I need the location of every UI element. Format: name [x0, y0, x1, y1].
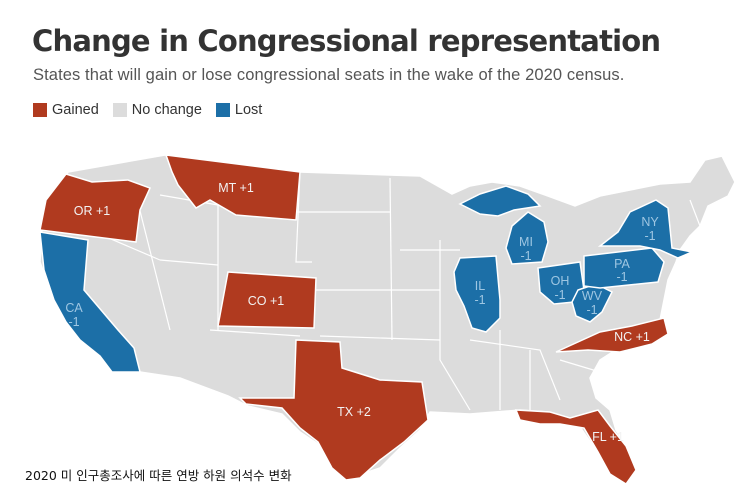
- legend-swatch-no-change: [112, 103, 127, 117]
- state-label-co: CO +1: [248, 294, 285, 308]
- state-shape-or: [39, 173, 152, 243]
- state-label-tx: TX +2: [337, 405, 371, 419]
- state-shape-mt: [164, 154, 301, 221]
- state-change-oh: -1: [554, 288, 565, 302]
- state-label-il: IL: [475, 279, 485, 293]
- legend: Gained No change Lost: [33, 101, 276, 119]
- state-shape-ca: [39, 231, 141, 373]
- legend-item-lost: Lost: [215, 102, 263, 118]
- state-change-mi: -1: [520, 249, 531, 263]
- legend-label-no-change: No change: [131, 102, 202, 118]
- state-label-or: OR +1: [74, 204, 111, 218]
- state-change-il: -1: [474, 293, 485, 307]
- map-title: Change in Congressional representation: [32, 24, 661, 58]
- state-shape-tx: [238, 339, 429, 481]
- state-label-nc: NC +1: [614, 330, 650, 344]
- legend-swatch-lost: [215, 103, 230, 117]
- korean-caption: 2020 미 인구총조사에 따른 연방 하원 의석수 변화: [25, 468, 292, 483]
- state-shape-mi: [505, 211, 549, 265]
- state-label-fl: FL +1: [592, 430, 624, 444]
- state-shape-mi-upper: [458, 185, 542, 217]
- legend-item-no-change: No change: [112, 102, 202, 118]
- state-shape-co: [217, 271, 317, 329]
- legend-label-lost: Lost: [234, 102, 263, 118]
- state-shape-nc: [555, 317, 669, 353]
- legend-item-gained: Gained: [33, 102, 99, 118]
- legend-label-gained: Gained: [52, 102, 99, 118]
- state-label-oh: OH: [551, 274, 570, 288]
- state-change-ny: -1: [644, 229, 655, 243]
- state-shape-il: [453, 255, 501, 333]
- state-change-wv: -1: [586, 303, 597, 317]
- state-change-ca: -1: [68, 315, 79, 329]
- state-label-mi: MI: [519, 235, 533, 249]
- state-shape-fl: [514, 409, 637, 486]
- state-label-pa: PA: [614, 257, 630, 271]
- legend-swatch-gained: [33, 103, 47, 117]
- state-label-mt: MT +1: [218, 181, 254, 195]
- us-base-landmass: [39, 154, 736, 479]
- map-subtitle: States that will gain or lose congressio…: [33, 66, 625, 84]
- state-borders: [89, 171, 701, 411]
- state-label-ny: NY: [641, 215, 659, 229]
- state-label-ca: CA: [65, 301, 83, 315]
- state-change-pa: -1: [616, 270, 627, 284]
- state-label-wv: WV: [582, 289, 603, 303]
- state-shape-ny: [597, 199, 695, 259]
